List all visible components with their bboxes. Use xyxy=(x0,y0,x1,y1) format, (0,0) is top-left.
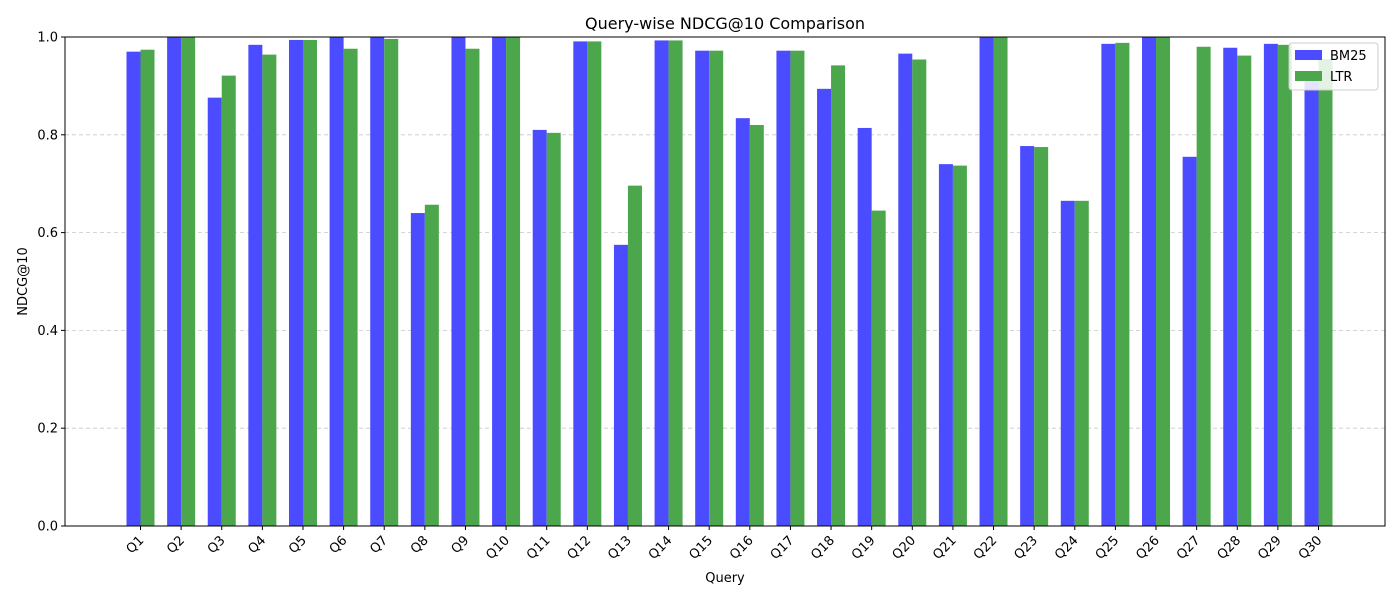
bar-ltr-q9 xyxy=(465,48,480,527)
y-axis-label: NDCG@10 xyxy=(16,247,31,315)
bar-bm25-q14 xyxy=(654,40,669,526)
bar-bm25-q12 xyxy=(573,41,588,526)
bar-bm25-q27 xyxy=(1182,156,1197,526)
bar-bm25-q18 xyxy=(817,88,832,527)
bar-bm25-q29 xyxy=(1263,43,1278,526)
bar-ltr-q8 xyxy=(424,204,439,527)
bar-bm25-q24 xyxy=(1060,200,1075,526)
bar-bm25-q1 xyxy=(126,51,141,527)
y-tick-label: 1.0 xyxy=(37,31,58,46)
bar-bm25-q30 xyxy=(1304,73,1319,527)
bar-bm25-q3 xyxy=(207,97,222,527)
bar-bm25-q20 xyxy=(898,53,913,526)
bar-bm25-q17 xyxy=(776,50,791,526)
bar-ltr-q22 xyxy=(993,37,1008,526)
y-tick-label: 0.4 xyxy=(37,324,58,339)
bar-ltr-q21 xyxy=(952,165,967,526)
bar-bm25-q5 xyxy=(288,39,303,527)
bar-ltr-q30 xyxy=(1318,59,1333,526)
bar-bm25-q28 xyxy=(1223,47,1238,527)
bar-bm25-q10 xyxy=(492,37,507,526)
legend-label-ltr: LTR xyxy=(1330,70,1352,85)
bar-ltr-q17 xyxy=(790,50,805,526)
bar-bm25-q4 xyxy=(248,44,263,526)
bar-bm25-q9 xyxy=(451,37,466,526)
bar-bm25-q11 xyxy=(532,129,547,526)
bar-ltr-q23 xyxy=(1034,147,1049,526)
bar-ltr-q11 xyxy=(546,132,561,526)
bar-bm25-q16 xyxy=(735,118,750,526)
bar-ltr-q19 xyxy=(871,210,886,526)
bar-bm25-q2 xyxy=(167,37,182,526)
bar-ltr-q5 xyxy=(302,39,317,527)
bar-ltr-q24 xyxy=(1074,200,1089,526)
bar-bm25-q23 xyxy=(1020,146,1035,526)
bar-ltr-q29 xyxy=(1277,44,1292,526)
chart-title: Query-wise NDCG@10 Comparison xyxy=(585,14,865,33)
y-tick-label: 0.2 xyxy=(37,422,58,437)
bar-bm25-q26 xyxy=(1142,37,1157,526)
bar-bm25-q6 xyxy=(329,37,344,526)
bar-ltr-q3 xyxy=(221,75,236,527)
bar-bm25-q25 xyxy=(1101,43,1116,526)
bar-ltr-q27 xyxy=(1196,46,1211,526)
bar-bm25-q15 xyxy=(695,50,710,526)
bar-ltr-q18 xyxy=(831,65,846,526)
bar-ltr-q14 xyxy=(668,40,683,526)
bar-bm25-q7 xyxy=(370,37,385,526)
axes-frame xyxy=(64,36,1386,527)
bar-ltr-q28 xyxy=(1237,55,1252,526)
bar-bm25-q8 xyxy=(410,213,425,527)
bar-ltr-q13 xyxy=(627,185,642,526)
y-tick-label: 0.6 xyxy=(37,226,58,241)
legend: BM25 LTR xyxy=(1288,42,1379,91)
bar-bm25-q19 xyxy=(857,127,872,526)
bar-ltr-q15 xyxy=(709,50,724,526)
bar-ltr-q20 xyxy=(912,59,927,527)
bar-ltr-q1 xyxy=(140,49,155,527)
bar-ltr-q16 xyxy=(749,125,764,527)
bar-bm25-q21 xyxy=(938,164,953,526)
y-tick-label: 0.8 xyxy=(37,128,58,143)
bar-ltr-q25 xyxy=(1115,42,1130,526)
bar-ltr-q12 xyxy=(587,41,602,526)
y-axis-ticks: 0.0 0.2 0.4 0.6 0.8 1.0 xyxy=(37,31,65,535)
legend-swatch-ltr xyxy=(1295,71,1322,81)
y-tick-label: 0.0 xyxy=(37,520,58,535)
bar-ltr-q4 xyxy=(262,54,277,526)
bar-ltr-q2 xyxy=(181,37,196,526)
bar-ltr-q26 xyxy=(1156,37,1171,526)
x-axis-label: Query xyxy=(705,571,745,586)
bar-ltr-q10 xyxy=(506,37,521,526)
bar-ltr-q6 xyxy=(343,48,358,527)
bar-groups xyxy=(126,37,1333,527)
bar-ltr-q7 xyxy=(384,38,399,527)
legend-swatch-bm25 xyxy=(1295,50,1322,60)
bar-bm25-q13 xyxy=(613,244,628,526)
legend-label-bm25: BM25 xyxy=(1330,49,1367,64)
bar-bm25-q22 xyxy=(979,37,994,526)
